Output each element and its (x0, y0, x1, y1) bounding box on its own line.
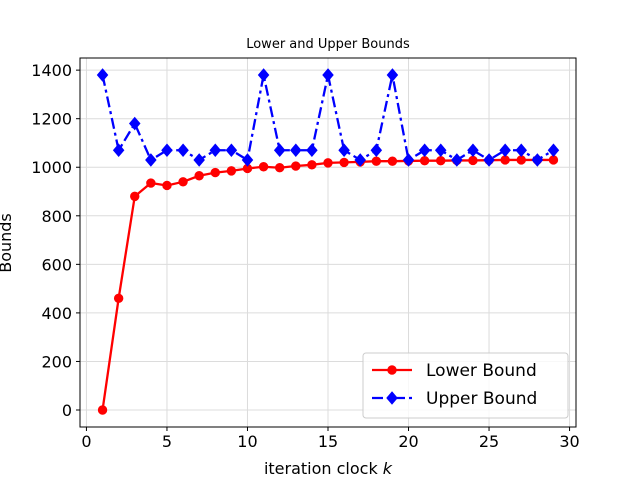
y-tick-label: 0 (62, 401, 72, 420)
y-tick-label: 200 (41, 352, 72, 371)
x-tick-label: 25 (479, 432, 499, 451)
upper-bound-point (354, 153, 366, 167)
lower-bound-point (226, 166, 237, 176)
upper-bound-point (547, 143, 560, 158)
upper-bound-point (128, 116, 141, 131)
upper-bound-point (515, 143, 528, 158)
upper-bound-point (434, 143, 447, 158)
upper-bound-point (499, 143, 511, 158)
lower-bound-point (258, 162, 269, 172)
lower-bound-point (113, 293, 124, 304)
upper-bound-point (467, 143, 479, 158)
y-tick-label: 600 (41, 255, 72, 274)
upper-bound-point (386, 68, 399, 82)
lower-bound-point (194, 171, 204, 181)
upper-bound-point (193, 153, 205, 167)
lower-bound-point (274, 163, 285, 173)
x-axis-label-variable: k (383, 459, 393, 478)
series-group (96, 68, 560, 415)
upper-bound-point (145, 153, 157, 167)
x-tick-label: 5 (162, 432, 172, 451)
x-tick-label: 10 (237, 432, 257, 451)
x-axis-label: iteration clock k (264, 459, 393, 478)
upper-bound-point (322, 68, 334, 82)
axis-ticks: 0 5 10 15 20 25 30 0 200 400 600 800 1000 1200 1400 (31, 61, 579, 451)
x-tick-label: 15 (318, 432, 338, 451)
lower-bound-point (387, 156, 398, 166)
legend-upper-bound-label: Upper Bound (426, 389, 537, 409)
upper-bound-point (161, 143, 173, 158)
legend-box (362, 352, 569, 419)
legend-lower-bound-marker (387, 365, 397, 375)
lower-bound-point (468, 155, 478, 166)
lower-bound-point (178, 177, 188, 187)
lower-bound-point (146, 178, 156, 188)
lower-bound-point (162, 180, 172, 191)
y-tick-label: 1400 (31, 61, 72, 80)
y-tick-label: 1000 (31, 158, 72, 177)
x-tick-label: 0 (81, 432, 91, 451)
lower-bound-point (291, 161, 301, 171)
legend-lower-bound-label: Lower Bound (426, 361, 537, 381)
upper-bound-point (418, 143, 431, 158)
y-tick-label: 400 (41, 304, 72, 323)
lower-bound-point (130, 191, 140, 202)
lower-bound-point (97, 405, 108, 415)
upper-bound-point (225, 143, 238, 158)
y-axis-label: Bounds (0, 213, 15, 273)
x-axis-label-text: iteration clock (264, 459, 383, 478)
upper-bound-point (273, 143, 286, 158)
upper-bound-point (96, 68, 109, 82)
upper-bound-point (209, 143, 222, 158)
upper-bound-point (451, 153, 463, 167)
lower-bound-point (307, 160, 317, 170)
lower-bound-point (419, 155, 430, 166)
lower-bound-point (323, 158, 333, 168)
upper-bound-point (112, 143, 125, 158)
upper-bound-point (306, 143, 318, 158)
upper-bound-point (338, 143, 350, 158)
upper-bound-point (290, 143, 302, 158)
legend-upper-bound-marker (386, 391, 398, 405)
upper-bound-point (177, 143, 189, 158)
x-tick-label: 20 (398, 432, 418, 451)
legend: Lower Bound Upper Bound (362, 352, 569, 419)
upper-bound-point (402, 153, 415, 167)
y-tick-label: 800 (41, 207, 72, 226)
upper-bound-point (531, 153, 544, 167)
upper-bound-point (257, 68, 270, 82)
lower-bound-point (339, 157, 349, 168)
lower-bound-point (210, 167, 220, 178)
lower-bound-point (371, 156, 382, 166)
chart-title: Lower and Upper Bounds (246, 37, 410, 52)
upper-bound-point (241, 153, 254, 167)
x-tick-label: 30 (559, 432, 579, 451)
lower-bound-point (436, 155, 446, 166)
upper-bound-point (483, 153, 495, 167)
upper-bound-point (370, 143, 383, 158)
y-tick-label: 1200 (31, 110, 72, 129)
legend-entries: Lower Bound Upper Bound (372, 361, 537, 409)
